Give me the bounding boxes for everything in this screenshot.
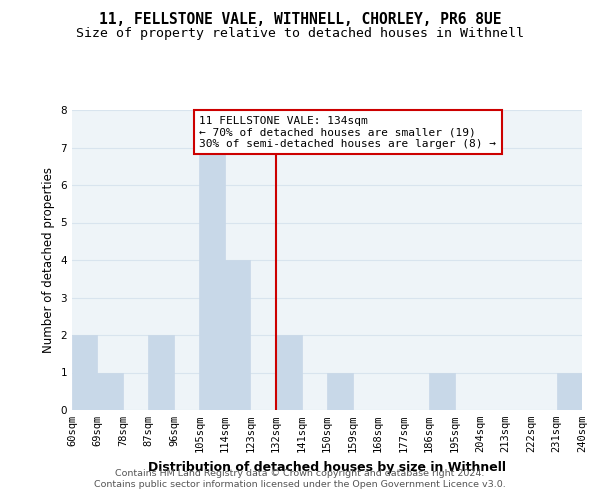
Bar — [148, 335, 174, 410]
Y-axis label: Number of detached properties: Number of detached properties — [42, 167, 55, 353]
Bar — [225, 260, 251, 410]
Text: 11 FELLSTONE VALE: 134sqm
← 70% of detached houses are smaller (19)
30% of semi-: 11 FELLSTONE VALE: 134sqm ← 70% of detac… — [199, 116, 497, 149]
Bar — [97, 372, 123, 410]
Text: 11, FELLSTONE VALE, WITHNELL, CHORLEY, PR6 8UE: 11, FELLSTONE VALE, WITHNELL, CHORLEY, P… — [99, 12, 501, 28]
Bar — [199, 148, 225, 410]
Bar — [72, 335, 97, 410]
X-axis label: Distribution of detached houses by size in Withnell: Distribution of detached houses by size … — [148, 460, 506, 473]
Bar — [327, 372, 353, 410]
Bar — [557, 372, 582, 410]
Bar — [276, 335, 302, 410]
Bar — [429, 372, 455, 410]
Text: Contains HM Land Registry data © Crown copyright and database right 2024.: Contains HM Land Registry data © Crown c… — [115, 468, 485, 477]
Text: Size of property relative to detached houses in Withnell: Size of property relative to detached ho… — [76, 28, 524, 40]
Text: Contains public sector information licensed under the Open Government Licence v3: Contains public sector information licen… — [94, 480, 506, 489]
